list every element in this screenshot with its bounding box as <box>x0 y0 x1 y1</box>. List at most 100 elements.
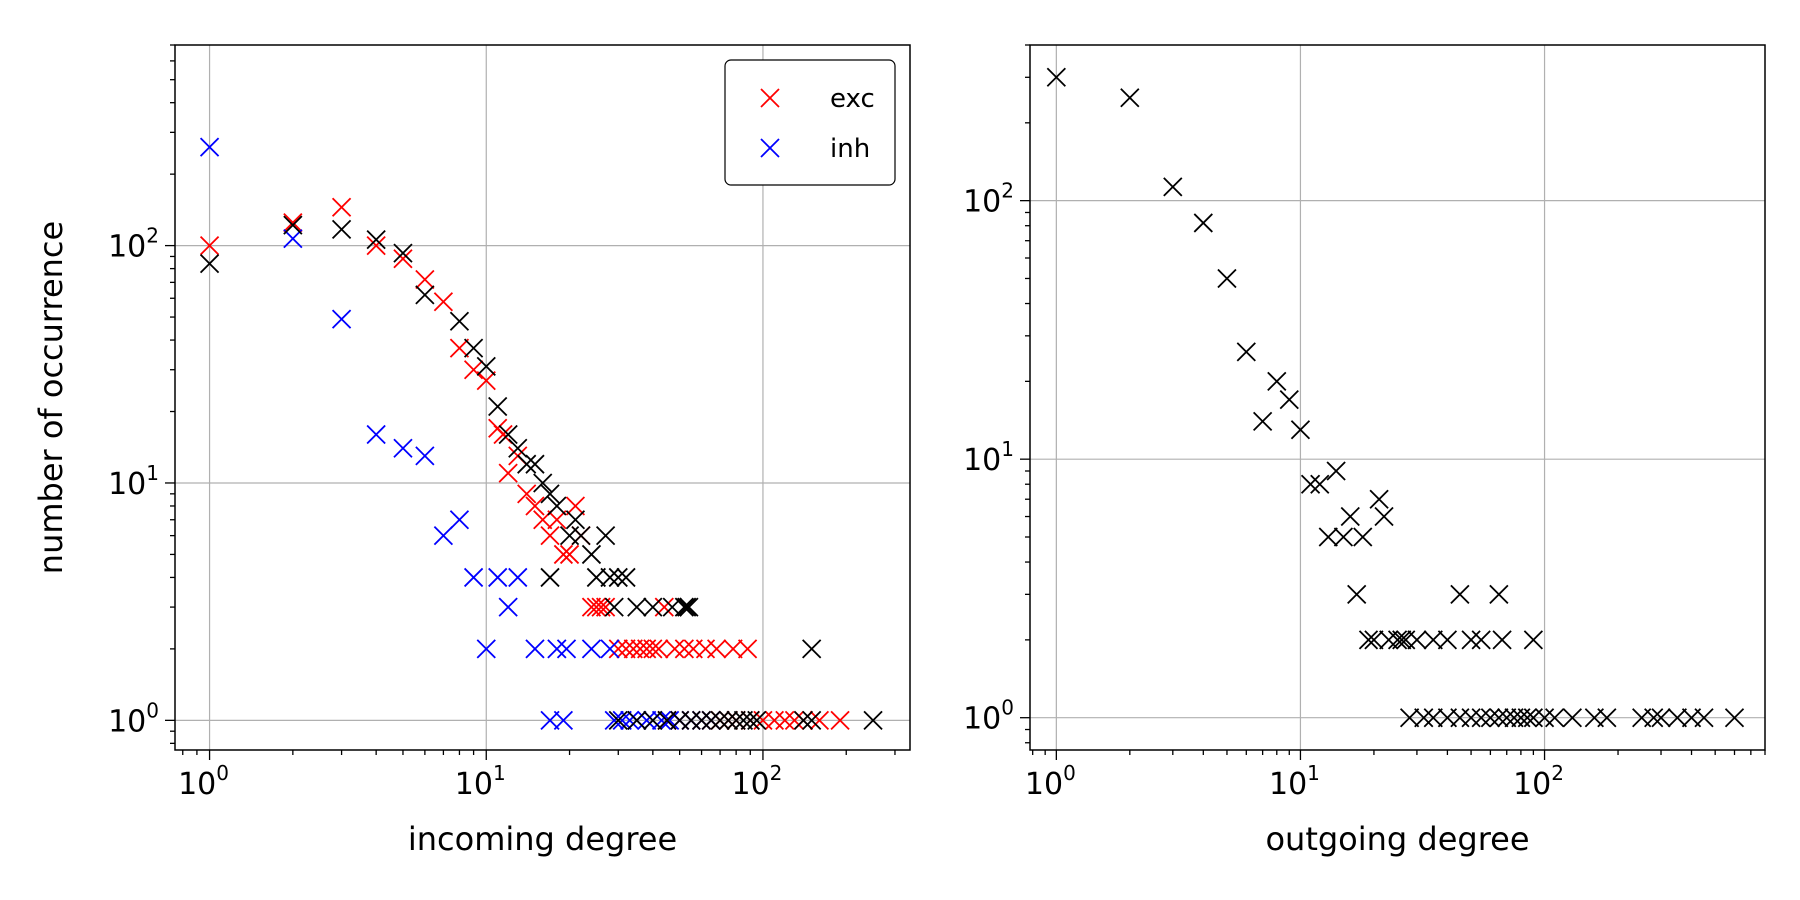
right-y-tick-label: 101 <box>963 437 1014 478</box>
left-inh-point <box>449 510 470 530</box>
left-exc-point <box>331 197 352 217</box>
left-inh-point <box>283 228 303 249</box>
left-all-point <box>547 496 567 516</box>
right-panel-outgoing-degree: 100 101 102 100 101 102 outgoing degree <box>963 44 1766 858</box>
right-all-point <box>1694 708 1714 728</box>
left-inh-point <box>393 438 413 458</box>
right-all-point <box>1396 630 1416 650</box>
right-all-point <box>1597 708 1617 728</box>
left-exc-point <box>498 463 518 483</box>
left-panel-incoming-degree: 100 101 102 100 101 102 exc inh incoming degre… <box>32 44 911 858</box>
left-all-point <box>679 597 699 617</box>
left-all-point <box>608 567 628 588</box>
left-exc-point <box>199 235 220 256</box>
legend-label-inh: inh <box>830 134 870 164</box>
left-inh-point <box>556 639 577 659</box>
right-all-point <box>1562 708 1583 728</box>
right-all-point <box>1450 584 1470 604</box>
left-all-point <box>540 484 560 504</box>
left-all-point <box>581 544 602 565</box>
left-exc-point <box>809 710 830 730</box>
legend-marker-exc <box>760 88 780 108</box>
left-all-point <box>533 473 553 493</box>
left-exc-point <box>784 710 805 730</box>
right-all-point <box>1353 527 1373 547</box>
left-exc-point <box>723 639 743 659</box>
right-all-point <box>1358 630 1379 650</box>
right-x-tick-label: 101 <box>1269 761 1320 802</box>
left-all-point <box>627 710 647 730</box>
right-all-point <box>1545 708 1565 728</box>
left-exc-point <box>581 597 602 617</box>
left-inh-point <box>463 567 484 588</box>
left-inh-point <box>540 710 560 730</box>
legend-marker-inh <box>760 138 780 158</box>
left-all-point <box>733 710 754 730</box>
right-all-point <box>1279 389 1299 410</box>
left-all-point <box>565 510 586 530</box>
left-inh-point <box>498 597 518 617</box>
left-inh-point <box>433 525 454 546</box>
left-exc-point <box>737 639 758 659</box>
left-ticks: 100 101 102 100 101 102 <box>108 44 896 802</box>
legend-label-exc: exc <box>830 84 875 114</box>
right-ticks: 100 101 102 100 101 102 <box>963 44 1766 802</box>
right-all-point <box>1318 527 1338 547</box>
left-x-tick-label: 100 <box>178 761 229 802</box>
left-all-point <box>600 567 620 588</box>
right-all-point <box>1369 489 1389 509</box>
left-inh-point <box>508 567 528 588</box>
left-x-tick-label: 102 <box>731 761 782 802</box>
right-y-tick-label: 100 <box>963 696 1014 737</box>
left-all-point <box>283 215 303 235</box>
left-y-axis-label: number of occurrence <box>32 221 70 574</box>
right-all-point <box>1374 506 1394 527</box>
left-all-point <box>331 219 352 240</box>
right-x-tick-label: 100 <box>1025 761 1076 802</box>
left-inh-point <box>651 710 672 730</box>
right-all-point <box>1364 630 1384 650</box>
left-all-point <box>571 525 591 546</box>
left-exc-point <box>449 338 470 358</box>
left-exc-point <box>366 235 386 256</box>
right-all-point <box>1290 420 1311 440</box>
left-all-point <box>701 710 721 730</box>
left-exc-point <box>649 639 669 659</box>
left-all-point <box>793 710 814 730</box>
left-all-point <box>199 253 220 274</box>
left-all-point <box>393 243 413 263</box>
right-all-point <box>1399 708 1420 728</box>
right-all-point <box>1724 708 1745 728</box>
left-all-point <box>586 567 606 588</box>
right-all-point <box>1340 506 1360 527</box>
left-axes-frame <box>174 44 911 751</box>
left-y-tick-label: 101 <box>108 461 159 502</box>
right-all-point <box>1534 708 1555 728</box>
right-data-points <box>1046 67 1745 728</box>
left-all-point <box>627 597 647 617</box>
right-all-point <box>1651 708 1671 728</box>
left-exc-point <box>674 639 695 659</box>
left-all-point <box>508 438 528 458</box>
left-exc-point <box>476 370 496 391</box>
left-exc-point <box>393 249 413 269</box>
left-all-point <box>595 525 616 546</box>
right-all-point <box>1387 630 1408 650</box>
left-inh-point <box>637 710 657 730</box>
left-all-point <box>449 311 470 331</box>
left-exc-point <box>540 525 560 546</box>
left-all-point <box>415 285 435 305</box>
left-inh-point <box>612 710 632 730</box>
left-all-point <box>643 597 663 617</box>
left-exc-point <box>595 597 616 617</box>
right-axes-frame <box>1029 44 1766 751</box>
left-all-point <box>740 710 760 730</box>
left-exc-point <box>415 269 435 290</box>
left-all-point <box>802 639 822 659</box>
left-exc-point <box>559 544 580 565</box>
right-all-point <box>1310 474 1330 494</box>
right-all-point <box>1347 584 1367 604</box>
right-all-point <box>1523 630 1544 650</box>
left-all-point <box>604 597 624 617</box>
left-legend: exc inh <box>724 59 896 186</box>
